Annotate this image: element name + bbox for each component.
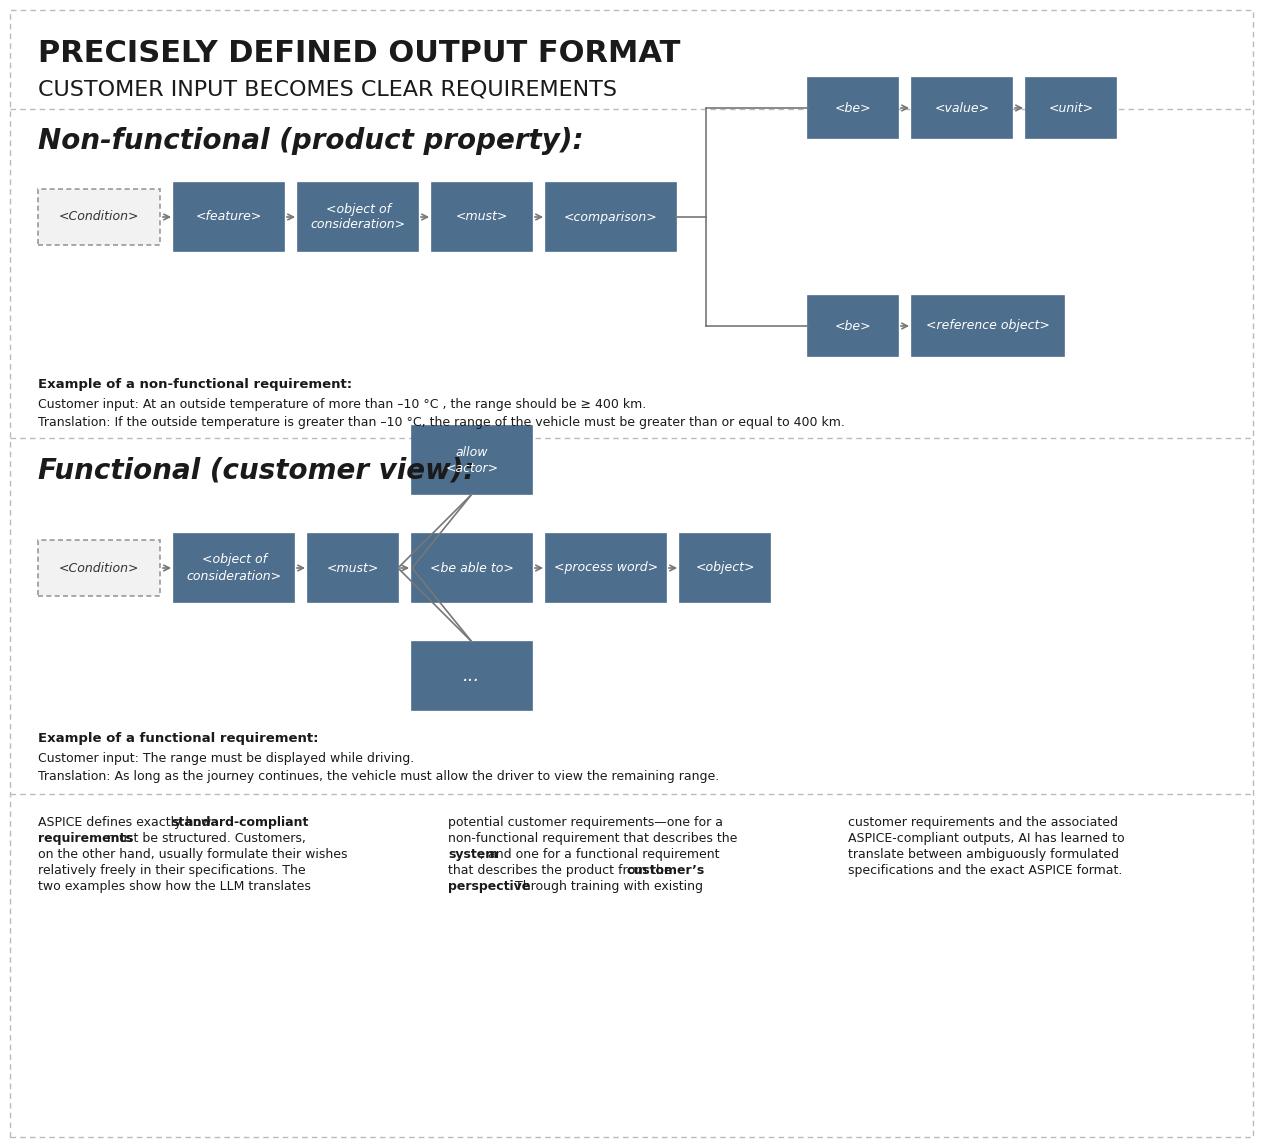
Text: standard-compliant: standard-compliant: [172, 816, 309, 829]
Text: ...: ...: [464, 668, 481, 685]
Text: <comparison>: <comparison>: [565, 211, 658, 224]
Text: customer’s: customer’s: [626, 864, 705, 877]
FancyBboxPatch shape: [546, 535, 666, 602]
FancyBboxPatch shape: [412, 426, 532, 494]
Text: <value>: <value>: [935, 101, 990, 115]
Text: <object of
consideration>: <object of consideration>: [311, 203, 405, 232]
Text: Example of a non-functional requirement:: Example of a non-functional requirement:: [38, 379, 352, 391]
FancyBboxPatch shape: [1026, 78, 1116, 138]
Text: , and one for a functional requirement: , and one for a functional requirement: [480, 848, 720, 861]
Text: ASPICE-compliant outputs, AI has learned to: ASPICE-compliant outputs, AI has learned…: [847, 832, 1124, 845]
Text: specifications and the exact ASPICE format.: specifications and the exact ASPICE form…: [847, 864, 1123, 877]
Text: relatively freely in their specifications. The: relatively freely in their specification…: [38, 864, 306, 877]
Text: <must>: <must>: [456, 211, 508, 224]
Text: that describes the product from the: that describes the product from the: [448, 864, 676, 877]
FancyBboxPatch shape: [38, 540, 160, 596]
Text: Customer input: The range must be displayed while driving.: Customer input: The range must be displa…: [38, 752, 414, 765]
Text: PRECISELY DEFINED OUTPUT FORMAT: PRECISELY DEFINED OUTPUT FORMAT: [38, 39, 681, 68]
Text: Translation: If the outside temperature is greater than –10 °C, the range of the: Translation: If the outside temperature …: [38, 416, 845, 429]
FancyBboxPatch shape: [174, 535, 294, 602]
Text: Translation: As long as the journey continues, the vehicle must allow the driver: Translation: As long as the journey cont…: [38, 770, 719, 783]
Text: <object>: <object>: [695, 562, 755, 575]
FancyBboxPatch shape: [912, 296, 1063, 356]
FancyBboxPatch shape: [679, 535, 770, 602]
Text: must be structured. Customers,: must be structured. Customers,: [102, 832, 306, 845]
Text: <be>: <be>: [835, 320, 871, 333]
Text: <be able to>: <be able to>: [431, 562, 514, 575]
FancyBboxPatch shape: [174, 184, 284, 251]
Text: two examples show how the LLM translates: two examples show how the LLM translates: [38, 880, 311, 894]
FancyBboxPatch shape: [308, 535, 398, 602]
Text: customer requirements and the associated: customer requirements and the associated: [847, 816, 1118, 829]
Text: Functional (customer view):: Functional (customer view):: [38, 457, 475, 484]
Text: <Condition>: <Condition>: [59, 211, 139, 224]
Text: <object of
consideration>: <object of consideration>: [187, 554, 282, 583]
Text: requirements: requirements: [38, 832, 133, 845]
Text: potential customer requirements—one for a: potential customer requirements—one for …: [448, 816, 722, 829]
FancyBboxPatch shape: [298, 184, 418, 251]
Text: Customer input: At an outside temperature of more than –10 °C , the range should: Customer input: At an outside temperatur…: [38, 398, 647, 411]
FancyBboxPatch shape: [432, 184, 532, 251]
FancyBboxPatch shape: [38, 189, 160, 245]
Text: non-functional requirement that describes the: non-functional requirement that describe…: [448, 832, 738, 845]
Text: . Through training with existing: . Through training with existing: [508, 880, 703, 894]
Text: perspective: perspective: [448, 880, 530, 894]
Text: ASPICE defines exactly how: ASPICE defines exactly how: [38, 816, 215, 829]
Text: on the other hand, usually formulate their wishes: on the other hand, usually formulate the…: [38, 848, 347, 861]
Text: Example of a functional requirement:: Example of a functional requirement:: [38, 732, 318, 746]
FancyBboxPatch shape: [808, 78, 898, 138]
Text: <unit>: <unit>: [1048, 101, 1094, 115]
Text: <feature>: <feature>: [196, 211, 263, 224]
Text: CUSTOMER INPUT BECOMES CLEAR REQUIREMENTS: CUSTOMER INPUT BECOMES CLEAR REQUIREMENT…: [38, 79, 618, 99]
Text: <reference object>: <reference object>: [926, 320, 1050, 333]
Text: allow
<actor>: allow <actor>: [446, 445, 499, 475]
Text: <process word>: <process word>: [554, 562, 658, 575]
Text: <Condition>: <Condition>: [59, 562, 139, 575]
Text: <be>: <be>: [835, 101, 871, 115]
FancyBboxPatch shape: [412, 642, 532, 710]
Text: <must>: <must>: [327, 562, 379, 575]
Text: system: system: [448, 848, 498, 861]
FancyBboxPatch shape: [546, 184, 676, 251]
Text: translate between ambiguously formulated: translate between ambiguously formulated: [847, 848, 1119, 861]
Text: Non-functional (product property):: Non-functional (product property):: [38, 127, 584, 155]
FancyBboxPatch shape: [912, 78, 1012, 138]
FancyBboxPatch shape: [412, 535, 532, 602]
FancyBboxPatch shape: [808, 296, 898, 356]
